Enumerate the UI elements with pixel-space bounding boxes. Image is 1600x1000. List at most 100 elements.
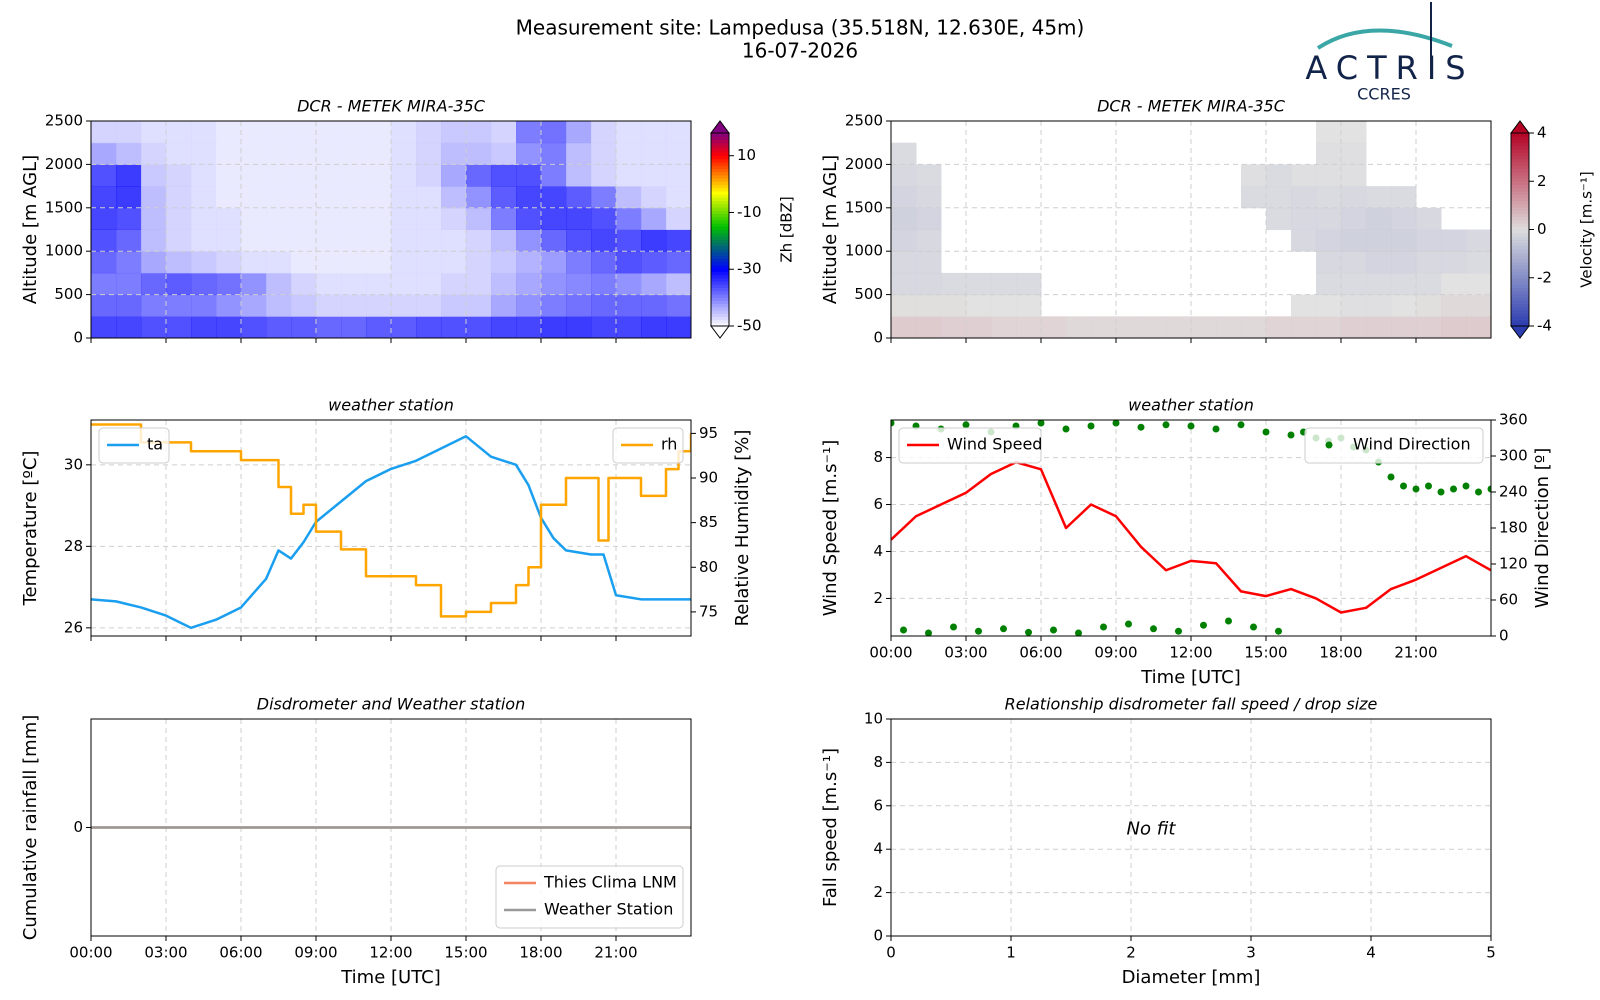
heat-cell — [316, 272, 342, 296]
heat-cell — [116, 316, 142, 338]
y2-tick-label: 0 — [1499, 627, 1509, 645]
heat-cell — [541, 121, 567, 144]
heat-cell — [266, 142, 292, 165]
heat-cell — [516, 142, 542, 165]
scatter-point — [1225, 617, 1232, 625]
y-tick-label: 30 — [64, 455, 83, 473]
heat-cell — [441, 207, 467, 230]
colorbar-strip — [711, 203, 729, 208]
heat-cell — [366, 121, 392, 144]
heat-cell — [666, 316, 691, 338]
colorbar-strip — [1511, 290, 1529, 295]
colorbar-strip — [1511, 261, 1529, 266]
heat-cell — [316, 121, 342, 144]
colorbar-strip — [711, 142, 729, 147]
heat-cell — [666, 294, 691, 317]
x-tick-label: 21:00 — [594, 944, 637, 962]
heat-cell — [416, 229, 442, 252]
scatter-point — [1050, 626, 1057, 634]
colorbar-strip — [711, 235, 729, 240]
heat-cell — [591, 251, 617, 274]
colorbar-strip — [1511, 268, 1529, 272]
colorbar-strip — [1511, 316, 1529, 321]
heat-cell — [516, 186, 542, 209]
y-tick-label: 2 — [873, 589, 883, 607]
heat-cell — [466, 121, 492, 144]
heat-cell — [141, 186, 167, 209]
scatter-point — [1200, 621, 1207, 629]
colorbar-strip — [1511, 271, 1529, 276]
heat-cell — [1466, 251, 1491, 274]
heat-cell — [441, 316, 467, 338]
heat-cell — [1341, 121, 1367, 144]
heat-cell — [1391, 272, 1417, 296]
colorbar-strip — [711, 178, 729, 182]
heat-cell — [241, 207, 267, 230]
scatter-point — [1412, 485, 1420, 493]
x-tick-label: 00:00 — [869, 644, 912, 662]
heat-cell — [416, 207, 442, 230]
heat-cell — [891, 207, 917, 230]
heat-cell — [1241, 186, 1267, 209]
heat-cell — [516, 316, 542, 338]
colorbar-strip — [1511, 309, 1529, 314]
heat-cell — [591, 121, 617, 144]
colorbar-tick-label: 0 — [1537, 220, 1547, 238]
heat-cell — [391, 272, 417, 296]
colorbar-strip — [711, 155, 729, 160]
colorbar-strip — [711, 287, 729, 292]
y-axis-label: Cumulative rainfall [mm] — [20, 715, 41, 941]
colorbar-strip — [711, 197, 729, 202]
colorbar-tick-label: -4 — [1537, 317, 1552, 335]
heat-cell — [1266, 186, 1292, 209]
heat-cell — [1316, 186, 1342, 209]
heat-cell — [1341, 142, 1367, 165]
heat-cell — [1441, 251, 1467, 274]
heat-cell — [116, 164, 142, 187]
panel: -50 -30 -10 10 Zh [dBZ] 0 500 1000 1500 2000 2500 D… — [20, 97, 796, 347]
colorbar-label: Zh [dBZ] — [778, 196, 796, 262]
colorbar-strip — [711, 165, 729, 169]
colorbar-strip — [1511, 171, 1529, 176]
heat-cell — [566, 272, 592, 296]
heat-cell — [516, 164, 542, 187]
colorbar-strip — [1511, 280, 1529, 285]
heat-cell — [1391, 207, 1417, 230]
heat-cell — [591, 164, 617, 187]
x-axis-label: Time [UTC] — [340, 967, 441, 988]
heat-cell — [116, 207, 142, 230]
y-tick-label: 2500 — [45, 112, 83, 130]
heat-cell — [341, 121, 367, 144]
heat-cell — [466, 294, 492, 317]
heat-cell — [416, 294, 442, 317]
colorbar-strip — [711, 306, 729, 311]
heat-cell — [1291, 207, 1317, 230]
heat-cell — [1266, 207, 1292, 230]
colorbar-strip — [711, 168, 729, 173]
y2-tick-label: 300 — [1499, 447, 1528, 465]
scatter-point — [1262, 428, 1270, 436]
colorbar-strip — [711, 200, 729, 205]
y2-tick-label: 85 — [699, 513, 718, 531]
colorbar-strip — [1511, 226, 1529, 231]
panel: 00:00 03:00 06:00 09:00 12:00 15:00 18:00 21:00… — [20, 695, 692, 988]
scatter-point — [1387, 473, 1395, 481]
heat-cell — [366, 294, 392, 317]
colorbar-strip — [711, 242, 729, 247]
colorbar-strip — [711, 239, 729, 243]
heat-cell — [1441, 294, 1467, 317]
heat-cell — [141, 251, 167, 274]
heat-cell — [1366, 186, 1392, 209]
heat-cell — [566, 142, 592, 165]
colorbar-strip — [1511, 319, 1529, 324]
y-tick-label: 500 — [854, 285, 883, 303]
legend: rh — [612, 427, 684, 464]
colorbar-strip — [1511, 203, 1529, 208]
heat-cell — [266, 294, 292, 317]
heat-cell — [616, 164, 642, 187]
scatter-point — [1025, 628, 1032, 636]
panel: 00:00 03:00 06:00 09:00 12:00 15:00 18:00 21:00… — [820, 396, 1553, 689]
heat-cell — [1241, 316, 1267, 338]
heat-cell — [891, 164, 917, 187]
colorbar-strip — [1511, 194, 1529, 198]
